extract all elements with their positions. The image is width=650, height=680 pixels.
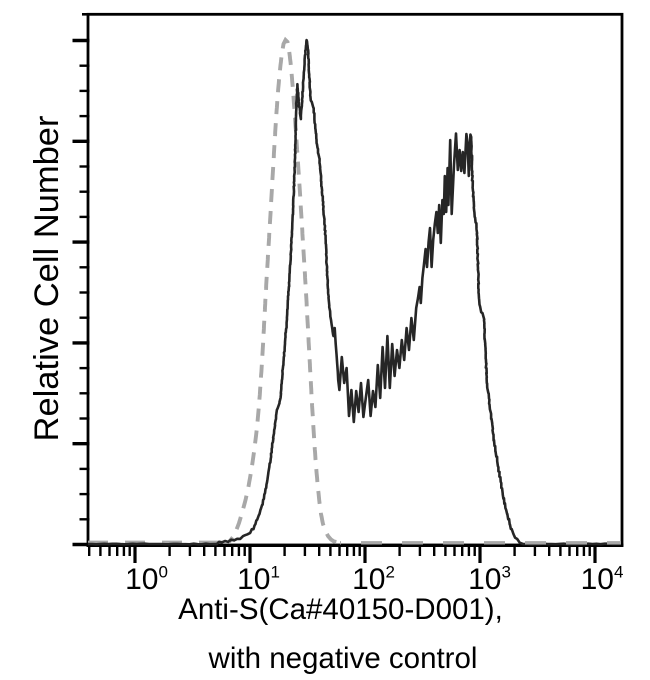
- svg-text:102: 102: [352, 563, 395, 597]
- svg-text:with negative control: with negative control: [208, 642, 478, 675]
- svg-text:104: 104: [581, 563, 624, 597]
- svg-text:Anti-S(Ca#40150-D001),: Anti-S(Ca#40150-D001),: [178, 593, 503, 626]
- svg-text:Relative Cell Number: Relative Cell Number: [28, 116, 66, 442]
- svg-text:101: 101: [237, 563, 280, 597]
- svg-text:103: 103: [468, 563, 511, 597]
- svg-text:100: 100: [125, 563, 168, 597]
